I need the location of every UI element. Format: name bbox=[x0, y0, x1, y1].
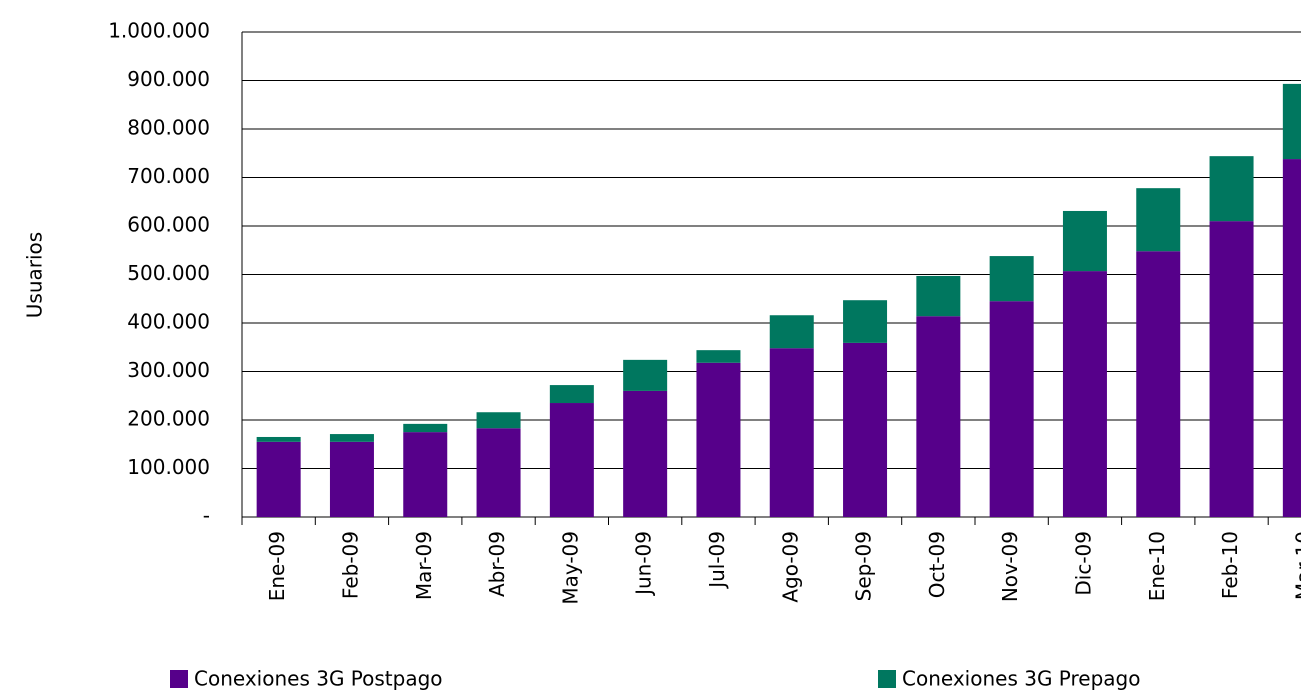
legend-label: Conexiones 3G Postpago bbox=[194, 667, 443, 691]
y-tick-label: 100.000 bbox=[127, 455, 210, 479]
y-axis-label: Usuarios bbox=[23, 232, 47, 318]
bar-segment bbox=[1209, 156, 1254, 222]
bar-segment bbox=[329, 441, 374, 517]
y-tick-label: 300.000 bbox=[127, 358, 210, 382]
x-tick-label: Dic-09 bbox=[1071, 531, 1095, 596]
y-tick-label: 600.000 bbox=[127, 213, 210, 237]
y-tick-label: 200.000 bbox=[127, 407, 210, 431]
bar-segment bbox=[329, 434, 374, 442]
bar-segment bbox=[623, 359, 668, 391]
legend-swatch bbox=[878, 670, 896, 688]
bar-segment bbox=[623, 390, 668, 517]
bar-segment bbox=[696, 350, 741, 363]
y-tick-label: 400.000 bbox=[127, 310, 210, 334]
x-tick-label: Mar-10 bbox=[1291, 531, 1301, 600]
bar-segment bbox=[843, 342, 888, 517]
bar-segment bbox=[916, 275, 961, 317]
y-tick-label: 1.000.000 bbox=[108, 19, 210, 43]
y-tick-label: - bbox=[203, 504, 210, 528]
bar-segment bbox=[769, 348, 814, 517]
bar-segment bbox=[989, 256, 1034, 302]
bar-segment bbox=[1136, 188, 1181, 252]
bar-segment bbox=[989, 301, 1034, 517]
bar-segment bbox=[769, 315, 814, 349]
x-tick-label: May-09 bbox=[558, 531, 582, 605]
legend-swatch bbox=[170, 670, 188, 688]
bar-segment bbox=[1282, 83, 1301, 160]
bar-segment bbox=[549, 403, 594, 517]
bar-segment bbox=[476, 412, 521, 429]
x-tick-label: Abr-09 bbox=[485, 531, 509, 597]
legend-label: Conexiones 3G Prepago bbox=[902, 667, 1140, 691]
y-tick-label: 800.000 bbox=[127, 116, 210, 140]
x-tick-label: Feb-10 bbox=[1218, 531, 1242, 599]
x-tick-label: Ene-09 bbox=[265, 531, 289, 601]
x-tick-label: Ene-10 bbox=[1145, 531, 1169, 601]
x-tick-label: Mar-09 bbox=[412, 531, 436, 600]
bar-segment bbox=[696, 362, 741, 517]
bar-segment bbox=[256, 441, 301, 517]
y-tick-label: 700.000 bbox=[127, 164, 210, 188]
bar-segment bbox=[1209, 221, 1254, 517]
bar-segment bbox=[1062, 271, 1107, 517]
bar-segment bbox=[403, 423, 448, 433]
x-tick-label: Feb-09 bbox=[338, 531, 362, 599]
bar-segment bbox=[916, 316, 961, 517]
bar-segment bbox=[403, 432, 448, 517]
x-tick-label: Nov-09 bbox=[998, 531, 1022, 602]
x-tick-label: Ago-09 bbox=[778, 531, 802, 603]
bar-segment bbox=[256, 436, 301, 442]
bar-segment bbox=[1136, 251, 1181, 517]
bar-segment bbox=[1282, 159, 1301, 517]
y-tick-label: 900.000 bbox=[127, 67, 210, 91]
bar-segment bbox=[1062, 210, 1107, 272]
bar-segment bbox=[476, 428, 521, 517]
x-tick-label: Jun-09 bbox=[632, 531, 656, 597]
y-tick-label: 500.000 bbox=[127, 261, 210, 285]
bar-segment bbox=[549, 385, 594, 404]
bar-segment bbox=[843, 300, 888, 343]
x-tick-label: Oct-09 bbox=[925, 531, 949, 598]
x-tick-label: Jul-09 bbox=[705, 531, 729, 590]
x-tick-label: Sep-09 bbox=[852, 531, 876, 601]
